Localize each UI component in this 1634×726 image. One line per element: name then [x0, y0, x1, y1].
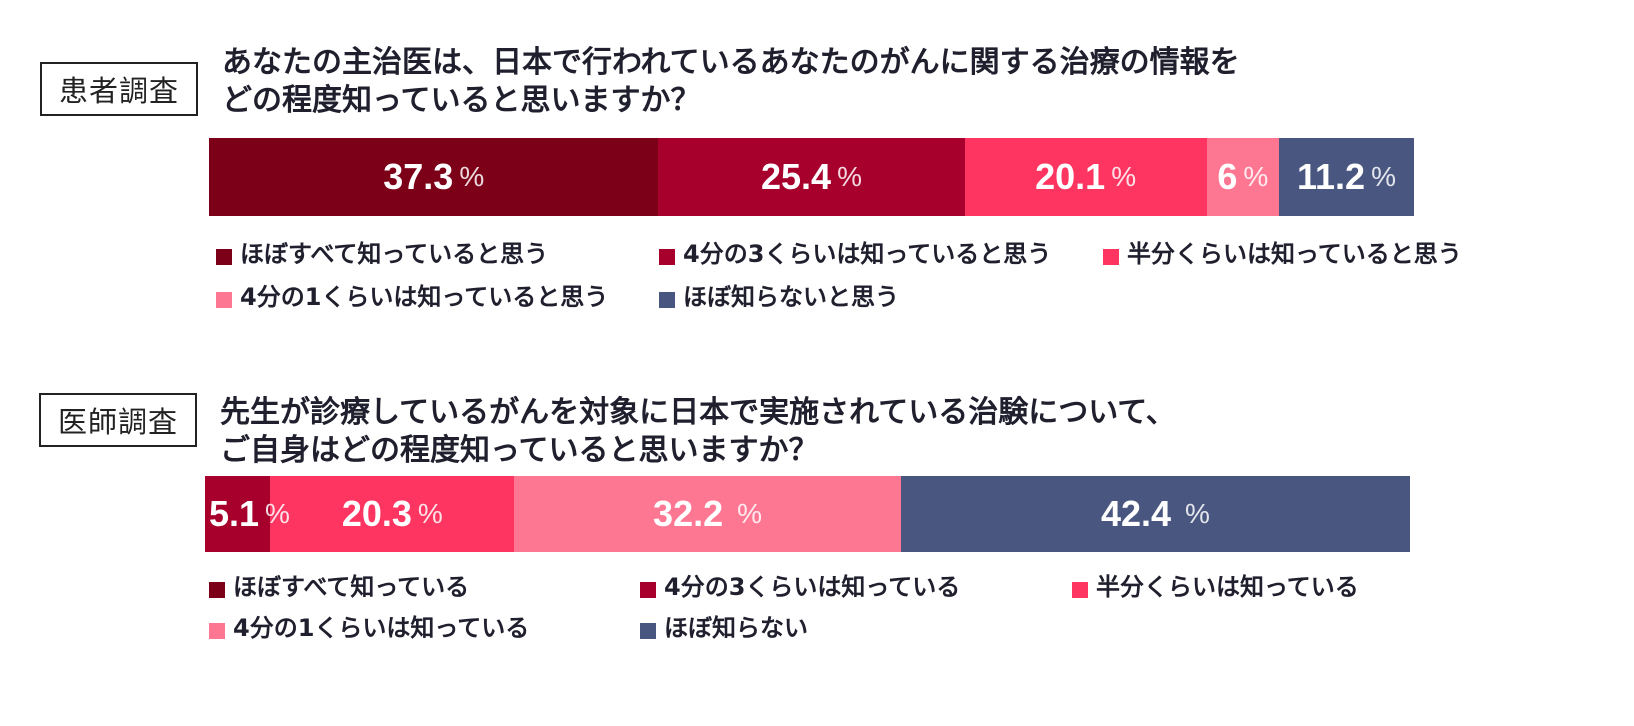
segment-value: 20.1: [1035, 156, 1106, 197]
legend-swatch-icon: [659, 291, 675, 308]
segment-value: 5.1: [209, 493, 260, 534]
segment-value: 11.2: [1296, 156, 1366, 197]
percent-sign: %: [837, 161, 862, 192]
legend-swatch-icon: [216, 291, 232, 308]
legend-swatch-icon: [1103, 248, 1119, 265]
doctor-segment-quarter: 32.2%: [514, 476, 901, 552]
doctor-survey-tag: 医師調査: [39, 393, 197, 447]
legend-swatch-icon: [659, 248, 675, 265]
doctor-segment-half: 20.3%: [270, 476, 515, 552]
legend-label: ほぼすべて知っている: [233, 573, 470, 601]
legend-label: ほぼ知らない: [664, 614, 808, 642]
segment-value: 20.3: [341, 493, 412, 534]
legend-swatch-icon: [640, 581, 656, 598]
doctor-segment-three-quarters: 5.1%: [205, 476, 290, 552]
percent-sign: %: [417, 498, 443, 529]
legend-item: 半分くらいは知っている: [1072, 567, 1359, 602]
patient-segment-three-quarters: 25.4%: [658, 138, 965, 216]
patient-question-line2: どの程度知っていると思いますか？: [222, 83, 701, 118]
legend-item: ほぼ知らないと思う: [659, 277, 899, 312]
legend-swatch-icon: [216, 248, 232, 265]
legend-label: 4分の1くらいは知っている: [233, 614, 530, 642]
legend-swatch-icon: [640, 622, 656, 639]
patient-segment-half: 20.1%: [964, 138, 1207, 216]
legend-item: ほぼすべて知っていると思う: [216, 234, 548, 269]
legend-item: ほぼ知らない: [640, 608, 808, 643]
segment-value: 32.2: [653, 493, 724, 534]
legend-label: 4分の3くらいは知っていると思う: [683, 240, 1052, 268]
doctor-question: 先生が診療しているがんを対象に日本で実施されている治験について、 ご自身はどの程…: [220, 394, 1176, 470]
segment-value: 25.4: [760, 156, 832, 197]
legend-item: 4分の1くらいは知っていると思う: [216, 277, 608, 312]
percent-sign: %: [1243, 161, 1269, 192]
legend-label: 4分の1くらいは知っていると思う: [240, 283, 609, 311]
legend-label: 半分くらいは知っている: [1096, 573, 1359, 601]
legend-item: 4分の3くらいは知っている: [640, 567, 960, 602]
segment-value: 37.3: [383, 156, 454, 197]
doctor-segment-none: 42.4%: [900, 476, 1411, 552]
patient-segment-quarter: 6%: [1206, 138, 1280, 216]
patient-question: あなたの主治医は、日本で行われているあなたのがんに関する治療の情報を どの程度知…: [222, 44, 1240, 120]
patient-segment-all: 37.3%: [209, 138, 659, 216]
percent-sign: %: [459, 161, 485, 192]
legend-swatch-icon: [209, 581, 225, 598]
patient-survey-tag: 患者調査: [40, 62, 198, 116]
patient-segment-none: 11.2%: [1279, 138, 1414, 216]
legend-label: 半分くらいは知っていると思う: [1127, 240, 1462, 268]
segment-value: 42.4: [1100, 493, 1172, 534]
legend-label: ほぼすべて知っていると思う: [240, 240, 549, 268]
legend-item: 半分くらいは知っていると思う: [1103, 234, 1462, 269]
doctor-question-line2: ご自身はどの程度知っていると思いますか？: [220, 433, 819, 468]
legend-item: 4分の1くらいは知っている: [209, 608, 529, 643]
legend-item: 4分の3くらいは知っていると思う: [659, 234, 1051, 269]
legend-label: 4分の3くらいは知っている: [664, 573, 961, 601]
legend-swatch-icon: [1072, 581, 1088, 598]
patient-stacked-bar: 37.3% 25.4% 20.1% 6% 11.2%: [209, 138, 1414, 216]
doctor-stacked-bar: 5.1% 20.3% 32.2% 42.4%: [205, 476, 1411, 552]
percent-sign: %: [737, 498, 763, 529]
percent-sign: %: [265, 498, 290, 529]
segment-value: 6: [1217, 156, 1238, 197]
patient-question-line1: あなたの主治医は、日本で行われているあなたのがんに関する治療の情報を: [222, 45, 1240, 80]
percent-sign: %: [1185, 498, 1210, 529]
legend-label: ほぼ知らないと思う: [683, 283, 899, 311]
doctor-question-line1: 先生が診療しているがんを対象に日本で実施されている治験について、: [220, 395, 1176, 430]
percent-sign: %: [1111, 161, 1137, 192]
legend-item: ほぼすべて知っている: [209, 567, 469, 602]
legend-swatch-icon: [209, 622, 225, 639]
percent-sign: %: [1371, 161, 1396, 192]
